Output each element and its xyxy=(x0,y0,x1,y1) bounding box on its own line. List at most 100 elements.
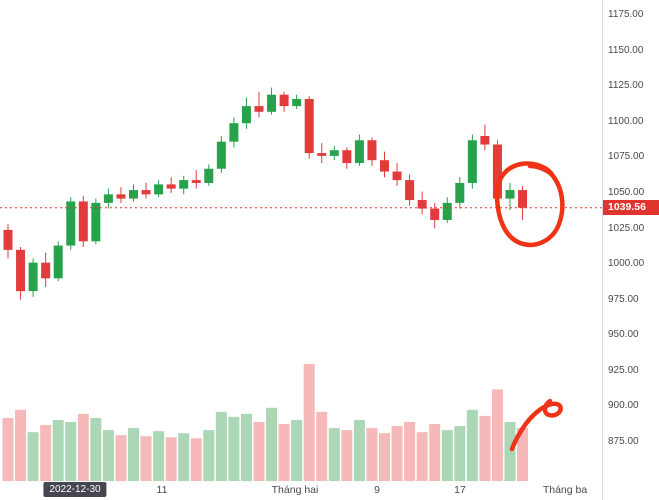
volume-bar xyxy=(253,421,265,481)
volume-bar xyxy=(2,417,14,481)
candle-body xyxy=(179,180,189,189)
volume-bar xyxy=(491,389,503,481)
volume-bar xyxy=(504,421,516,481)
volume-bar xyxy=(40,425,52,481)
date-tick-box: 2022-12-30 xyxy=(43,482,107,497)
price-tick-label: 1175.00 xyxy=(608,9,644,20)
candle-body xyxy=(191,180,201,183)
candle-body xyxy=(354,140,364,164)
volume-bar xyxy=(128,428,139,481)
current-price-badge: 1039.56 xyxy=(603,199,659,215)
candle-body xyxy=(467,140,477,183)
candle-body xyxy=(455,182,465,203)
volume-bar xyxy=(278,424,290,481)
volume-bar xyxy=(391,426,403,481)
candle-body xyxy=(304,98,314,154)
candle-body xyxy=(41,262,51,279)
price-tick-label: 925.00 xyxy=(608,364,639,376)
candle-body xyxy=(342,150,352,164)
volume-bar xyxy=(404,421,416,481)
candle-body xyxy=(442,202,452,220)
candle-body xyxy=(154,184,164,195)
candle-body xyxy=(78,201,88,242)
candle-body xyxy=(267,94,277,112)
candle-body xyxy=(28,262,38,292)
price-tick-label: 975.00 xyxy=(608,293,639,305)
candle-body xyxy=(103,194,113,203)
candle-body xyxy=(241,106,251,124)
volume-bar xyxy=(366,428,378,481)
candle-body xyxy=(91,202,101,242)
price-tick-label: 1025.00 xyxy=(608,222,645,234)
volume-bar xyxy=(353,419,365,481)
candle-body xyxy=(166,184,176,189)
volume-bar xyxy=(77,413,89,481)
volume-bar xyxy=(52,419,64,481)
candle-body xyxy=(518,190,528,208)
volume-bar xyxy=(165,437,177,481)
price-tick-label: 875.00 xyxy=(608,436,639,447)
volume-bar xyxy=(316,411,328,481)
volume-bar xyxy=(240,413,252,481)
candle-body xyxy=(116,194,126,199)
candle-body xyxy=(254,106,264,112)
time-tick-label: 17 xyxy=(454,484,466,496)
volume-bar xyxy=(328,428,340,481)
volume-bar xyxy=(203,430,215,481)
candle-body xyxy=(229,123,239,142)
volume-bar xyxy=(341,430,353,481)
price-tick-label: 1000.00 xyxy=(608,258,645,270)
volume-bar xyxy=(291,419,303,481)
candle-body xyxy=(317,153,327,156)
price-tick-label: 1050.00 xyxy=(608,186,645,198)
volume-bar xyxy=(441,430,453,481)
volume-bar xyxy=(479,415,491,481)
volume-bar xyxy=(178,433,190,481)
price-tick-label: 900.00 xyxy=(608,400,639,412)
candle-body xyxy=(492,144,502,199)
time-axis[interactable]: 2022-12-30 11 Tháng hai 9 17 Tháng ba xyxy=(0,481,602,500)
candle-body xyxy=(53,245,63,279)
volume-bar xyxy=(190,438,202,481)
candle-body xyxy=(380,160,389,172)
candle-body xyxy=(392,171,402,181)
candle-body xyxy=(329,150,339,156)
candle-body xyxy=(141,190,151,195)
hand-drawn-scribble-annotation[interactable] xyxy=(509,398,563,452)
price-tick-label: 950.00 xyxy=(608,329,639,341)
candle-body xyxy=(417,200,427,209)
hand-drawn-circle-annotation[interactable] xyxy=(494,161,565,248)
price-tick-label: 1075.00 xyxy=(608,151,645,163)
price-axis[interactable]: 1039.56 1175.00 1150.00 1125.00 1100.00 1075… xyxy=(602,0,659,500)
candle-body xyxy=(279,94,289,107)
volume-bar xyxy=(90,417,102,481)
volume-bar xyxy=(153,431,165,481)
volume-bar xyxy=(517,428,529,481)
candle-body xyxy=(129,190,138,199)
time-tick-label: Tháng hai xyxy=(271,484,319,496)
candle-body xyxy=(204,168,214,183)
candlestick-plot[interactable] xyxy=(0,0,602,500)
volume-bar xyxy=(115,435,127,481)
time-tick-label: 11 xyxy=(156,484,168,496)
candle-body xyxy=(66,201,76,246)
time-tick-label: 9 xyxy=(374,484,380,496)
candle-body xyxy=(405,180,415,201)
candle-body xyxy=(505,190,515,199)
volume-bar xyxy=(303,364,315,481)
volume-bar xyxy=(215,411,227,481)
candle-body xyxy=(216,141,226,169)
volume-bar xyxy=(140,436,152,481)
candle-body xyxy=(367,140,377,161)
volume-bar xyxy=(102,430,114,481)
volume-bar xyxy=(27,432,39,481)
candle-body xyxy=(430,208,440,220)
volume-bar xyxy=(65,421,77,481)
volume-bar xyxy=(266,407,278,481)
time-tick-label: Tháng ba xyxy=(542,484,588,496)
volume-bar xyxy=(429,424,441,481)
candle-body xyxy=(480,135,490,145)
volume-bar xyxy=(466,409,478,481)
volume-bar xyxy=(15,409,27,481)
